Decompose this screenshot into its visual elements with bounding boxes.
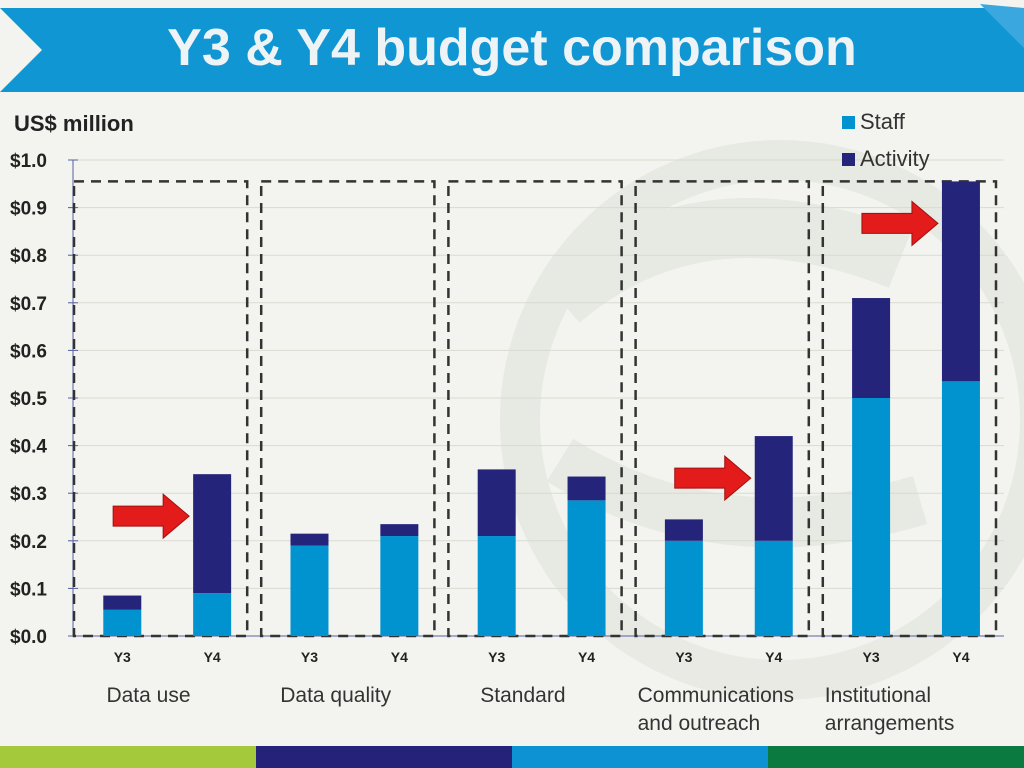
highlight-arrow (112, 493, 190, 540)
y-axis-unit-label: US$ million (14, 111, 134, 136)
y-tick-label: $0.7 (10, 294, 47, 315)
footer-segment-dark-green (768, 746, 1024, 768)
group-box (259, 180, 436, 638)
bar-activity-y4-1 (193, 474, 232, 594)
legend-swatch-activity (842, 153, 855, 166)
y-tick-label: $0.2 (10, 532, 47, 553)
bar-staff-y4-1 (193, 593, 232, 636)
y-tick-label: $0.4 (10, 437, 47, 458)
footer-segment-navy (256, 746, 512, 768)
group-label: Data quality (280, 684, 391, 707)
footer-segment-green (0, 746, 256, 768)
footer-color-bar (0, 746, 1024, 768)
x-tick-label: Y3 (675, 649, 692, 665)
y-tick-label: $0.3 (10, 484, 47, 505)
y-tick-label: $0.9 (10, 199, 47, 220)
bar-staff-y4-2 (380, 536, 419, 636)
highlight-arrow (861, 200, 939, 247)
y-tick-label: $0.8 (10, 246, 47, 267)
y-tick-label: $1.0 (10, 151, 47, 172)
title-banner (0, 4, 1024, 92)
group-label: and outreach (638, 712, 761, 735)
title-banner-shape (0, 8, 1024, 92)
group-label: Institutional (825, 684, 931, 707)
page-title: Y3 & Y4 budget comparison (167, 19, 857, 77)
bar-activity-y4-2 (380, 524, 419, 537)
group-box (634, 180, 811, 638)
x-tick-label: Y3 (863, 649, 880, 665)
x-tick-label: Y3 (488, 649, 505, 665)
highlight-arrow (674, 455, 752, 502)
bar-staff-y3-4 (664, 540, 703, 636)
y-tick-label: $0.5 (10, 389, 47, 410)
bar-activity-y3-2 (290, 533, 329, 546)
group-label: Data use (106, 684, 190, 707)
bar-activity-y4-5 (941, 181, 980, 382)
bar-staff-y3-5 (852, 398, 891, 636)
bar-activity-y4-4 (754, 436, 793, 541)
title-banner-right-chevron (980, 4, 1024, 48)
y-tick-label: $0.0 (10, 627, 47, 648)
group-box (72, 180, 249, 638)
bar-staff-y3-2 (290, 545, 329, 636)
bar-staff-y4-4 (754, 540, 793, 636)
x-tick-label: Y3 (114, 649, 131, 665)
x-tick-label: Y4 (952, 649, 969, 665)
y-tick-label: $0.6 (10, 341, 47, 362)
group-box (821, 180, 998, 638)
group-label: Communications (638, 684, 794, 707)
bar-activity-y4-3 (567, 476, 606, 501)
legend-swatch-staff (842, 116, 855, 129)
footer-segment-blue (512, 746, 768, 768)
bar-staff-y4-5 (941, 381, 980, 636)
bar-activity-y3-3 (477, 469, 516, 537)
x-tick-label: Y3 (301, 649, 318, 665)
x-tick-label: Y4 (765, 649, 782, 665)
x-tick-label: Y4 (391, 649, 408, 665)
y-tick-label: $0.1 (10, 579, 47, 600)
group-label: arrangements (825, 712, 955, 735)
legend-label-activity: Activity (860, 146, 930, 171)
group-box (447, 180, 623, 638)
x-tick-label: Y4 (204, 649, 221, 665)
x-tick-label: Y4 (578, 649, 595, 665)
bar-activity-y3-5 (852, 298, 891, 398)
bar-staff-y4-3 (567, 500, 606, 636)
group-label: Standard (480, 684, 565, 707)
bar-staff-y3-1 (103, 609, 142, 636)
legend-label-staff: Staff (860, 109, 906, 134)
stacked-bar-chart: US$ million $0.0 $0.1 $0.2 $0.3 $0.4 $0.5 $0.6 $… (10, 109, 1024, 735)
bar-staff-y3-3 (477, 536, 516, 636)
bar-activity-y3-1 (103, 595, 142, 610)
bar-activity-y3-4 (664, 519, 703, 541)
